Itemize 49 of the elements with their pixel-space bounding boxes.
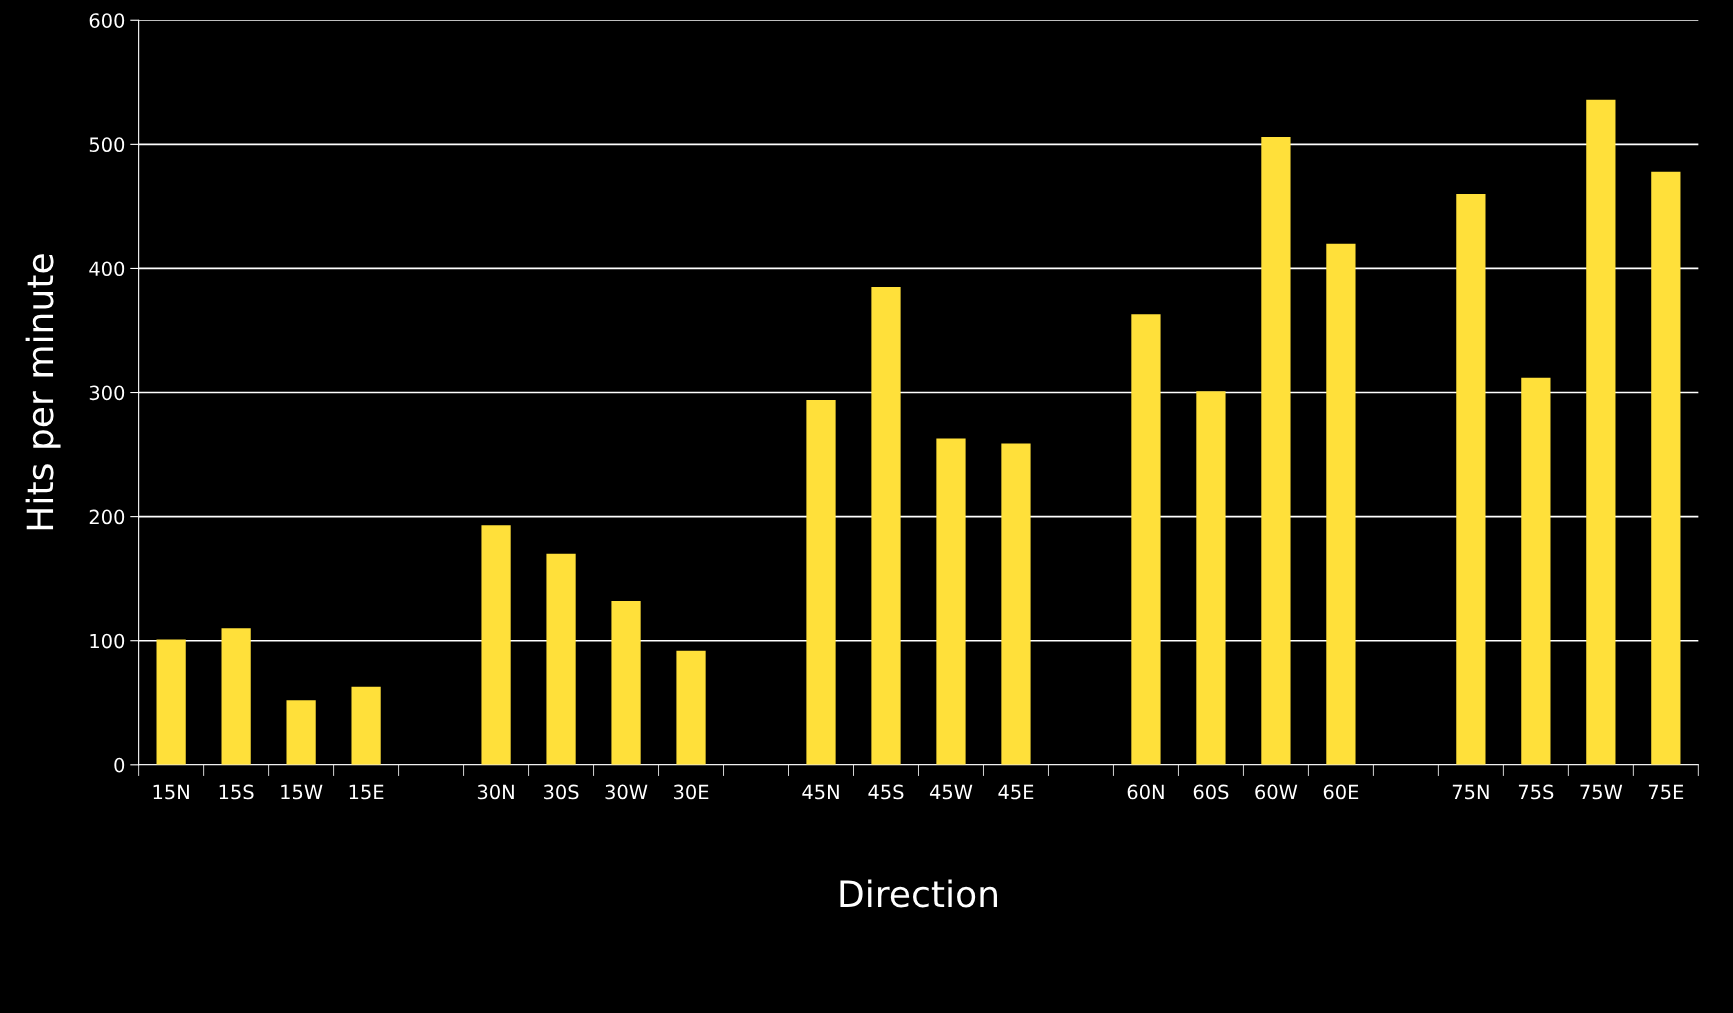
bar [351, 686, 381, 765]
bar [676, 650, 706, 765]
x-tick-label: 30S [544, 784, 579, 800]
x-tick-label: 45E [998, 784, 1034, 800]
x-tick-label: 30N [477, 784, 514, 800]
bar [1261, 136, 1291, 765]
x-axis-title: Direction [840, 879, 997, 908]
y-tick-label: 400 [89, 261, 125, 277]
y-tick-label: 500 [89, 137, 125, 153]
x-tick-label: 45N [802, 784, 839, 800]
bar [1651, 171, 1681, 765]
y-tick-label: 600 [89, 13, 125, 28]
x-tick-label: 60E [1323, 784, 1359, 800]
bar [156, 639, 186, 765]
bar [1521, 377, 1551, 765]
x-tick-label: 30W [605, 784, 648, 800]
bar [481, 525, 511, 765]
bar [286, 700, 316, 765]
bar [1456, 193, 1486, 765]
x-tick-label: 15N [153, 784, 189, 800]
x-tick-label: 45S [868, 784, 904, 800]
bar [871, 287, 901, 765]
bar [806, 399, 836, 765]
y-tick-label: 200 [89, 509, 125, 525]
x-tick-label: 75N [1452, 784, 1489, 800]
bar [546, 553, 576, 765]
bar [1196, 391, 1226, 765]
x-tick-label: 15W [281, 784, 323, 800]
y-tick-label: 300 [89, 385, 125, 401]
y-axis-title: Hits per minute [25, 254, 61, 530]
x-tick-label: 30E [674, 784, 709, 800]
bar [1131, 314, 1161, 765]
x-tick-label: 75S [1518, 784, 1554, 800]
x-tick-label: 45W [929, 784, 973, 800]
x-tick-label: 15E [349, 784, 384, 800]
bar [1001, 443, 1031, 765]
x-tick-label: 75W [1580, 784, 1623, 800]
x-tick-label: 60W [1255, 784, 1298, 800]
x-tick-label: 60S [1193, 784, 1229, 800]
y-tick-label: 0 [114, 757, 125, 773]
bar [221, 628, 251, 765]
x-tick-label: 75E [1648, 784, 1684, 800]
bar [611, 601, 641, 765]
x-tick-label: 60N [1127, 784, 1164, 800]
bar [1326, 243, 1356, 765]
y-tick-label: 100 [90, 633, 125, 649]
bar [936, 438, 966, 765]
bar [1586, 99, 1616, 765]
x-tick-label: 15S [219, 784, 254, 800]
